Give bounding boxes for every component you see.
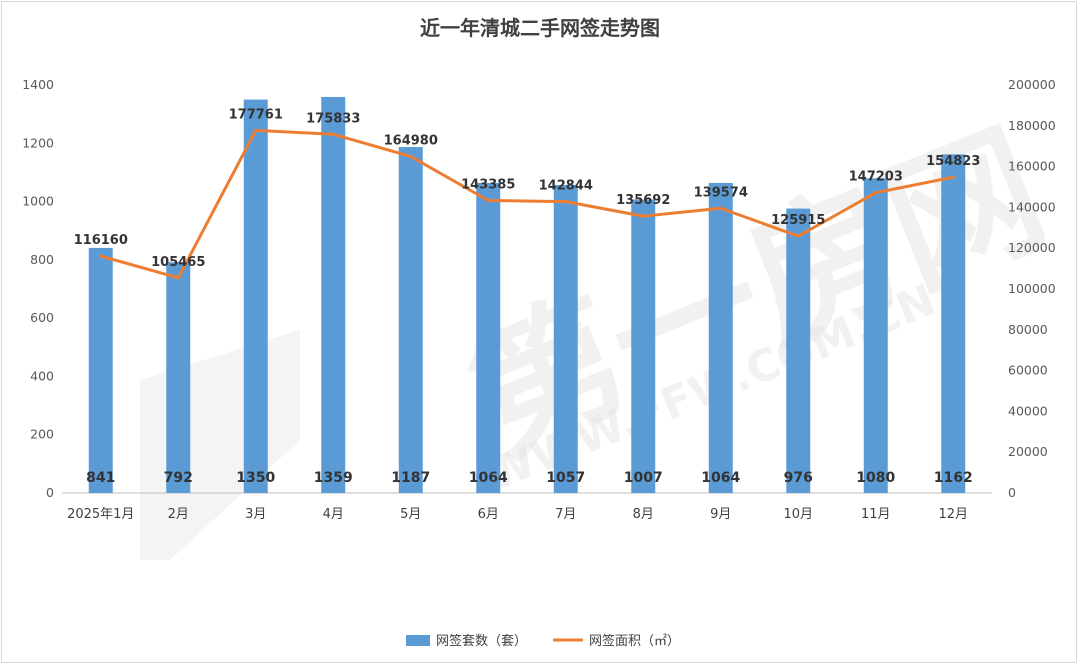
bar [941, 154, 966, 494]
right-tick-label: 80000 [1008, 322, 1048, 337]
bar [786, 208, 811, 493]
bar [476, 182, 501, 494]
x-tick-label: 8月 [633, 507, 654, 522]
x-tick-label: 7月 [555, 507, 576, 522]
x-tick-label: 2月 [168, 507, 189, 522]
bar [553, 184, 578, 493]
x-tick-label: 2025年1月 [67, 507, 134, 522]
x-tick-label: 9月 [710, 507, 731, 522]
bar [243, 99, 268, 494]
line-point [99, 254, 103, 258]
line-value-label: 175833 [306, 111, 360, 126]
right-tick-label: 120000 [1008, 240, 1056, 255]
line-value-label: 105465 [151, 255, 205, 270]
right-tick-label: 100000 [1008, 281, 1056, 296]
x-tick-label: 11月 [861, 507, 891, 522]
bar-value-label: 1080 [856, 470, 895, 486]
bar-value-label: 1064 [469, 470, 508, 486]
line-point [254, 128, 258, 132]
legend: 网签套数（套） 网签面积（㎡） [406, 633, 680, 649]
x-tick-label: 10月 [783, 507, 813, 522]
line-value-label: 125915 [771, 213, 825, 228]
bar-value-label: 1162 [934, 470, 973, 486]
watermark-logo [140, 330, 300, 560]
line-value-label: 177761 [229, 107, 283, 122]
bar-value-label: 976 [784, 470, 813, 486]
left-tick-label: 600 [30, 310, 54, 325]
left-tick-label: 0 [46, 485, 54, 500]
line-value-label: 142844 [539, 179, 593, 194]
right-tick-label: 140000 [1008, 199, 1056, 214]
bar [863, 178, 888, 493]
line-value-label: 139574 [694, 185, 748, 200]
chart-title: 近一年清城二手网签走势图 [420, 16, 660, 40]
bar-value-label: 1187 [391, 470, 430, 486]
line-point [486, 198, 490, 202]
line-point [874, 191, 878, 195]
bar-series [88, 96, 966, 494]
bar-value-label: 792 [164, 470, 193, 486]
left-tick-label: 800 [30, 252, 54, 267]
line-data-labels: 116160 105465 177761 175833 164980 143385 1428… [74, 107, 981, 269]
bar [398, 147, 423, 493]
legend-label-bar: 网签套数（套） [436, 633, 527, 649]
line-point [641, 214, 645, 218]
bar [631, 199, 656, 493]
left-tick-label: 200 [30, 427, 54, 442]
left-tick-label: 400 [30, 368, 54, 383]
line-point [564, 200, 568, 204]
bar [166, 262, 191, 493]
line-point [176, 276, 180, 280]
left-tick-label: 1400 [22, 77, 54, 92]
legend-swatch-bar [406, 635, 430, 646]
line-series [99, 128, 955, 280]
bar [321, 96, 346, 493]
x-axis-ticks: 2025年1月 2月 3月 4月 5月 6月 7月 8月 9月 10月 11月 12月 [67, 507, 968, 522]
right-tick-label: 0 [1008, 485, 1016, 500]
x-tick-label: 3月 [245, 507, 266, 522]
x-tick-label: 6月 [478, 507, 499, 522]
right-tick-label: 60000 [1008, 363, 1048, 378]
line-value-label: 154823 [926, 154, 980, 169]
right-tick-label: 200000 [1008, 77, 1056, 92]
bar-value-label: 1064 [701, 470, 740, 486]
watermark: 第一房网 WWW.FFW.COM.CN [140, 102, 1067, 560]
line-value-label: 116160 [74, 233, 128, 248]
line-point [951, 175, 955, 179]
left-tick-label: 1000 [22, 194, 54, 209]
right-tick-label: 180000 [1008, 118, 1056, 133]
bar-value-label: 1057 [546, 470, 585, 486]
right-tick-label: 160000 [1008, 159, 1056, 174]
line-point [719, 206, 723, 210]
x-tick-label: 12月 [938, 507, 968, 522]
line-value-label: 143385 [461, 177, 515, 192]
line-point [409, 154, 413, 158]
right-tick-label: 40000 [1008, 403, 1048, 418]
left-tick-label: 1200 [22, 135, 54, 150]
bar-value-label: 841 [86, 470, 115, 486]
line-value-label: 147203 [849, 170, 903, 185]
left-axis: 0 200 400 600 800 1000 1200 1400 [22, 77, 54, 500]
legend-label-line: 网签面积（㎡） [589, 633, 680, 649]
bar-value-label: 1007 [624, 470, 663, 486]
bar-value-label: 1350 [236, 470, 275, 486]
line-point [796, 234, 800, 238]
x-tick-label: 4月 [323, 507, 344, 522]
right-tick-label: 20000 [1008, 444, 1048, 459]
line-path [99, 128, 955, 280]
bar-data-labels: 841 792 1350 1359 1187 1064 1057 1007 1064 976 108… [86, 470, 973, 486]
line-value-label: 135692 [616, 193, 670, 208]
bar [708, 182, 733, 494]
x-tick-label: 5月 [400, 507, 421, 522]
bar-value-label: 1359 [314, 470, 353, 486]
bar [88, 247, 113, 493]
line-value-label: 164980 [384, 133, 438, 148]
right-axis: 0 20000 40000 60000 80000 100000 120000 140000 1… [1008, 77, 1056, 500]
line-point [331, 132, 335, 136]
